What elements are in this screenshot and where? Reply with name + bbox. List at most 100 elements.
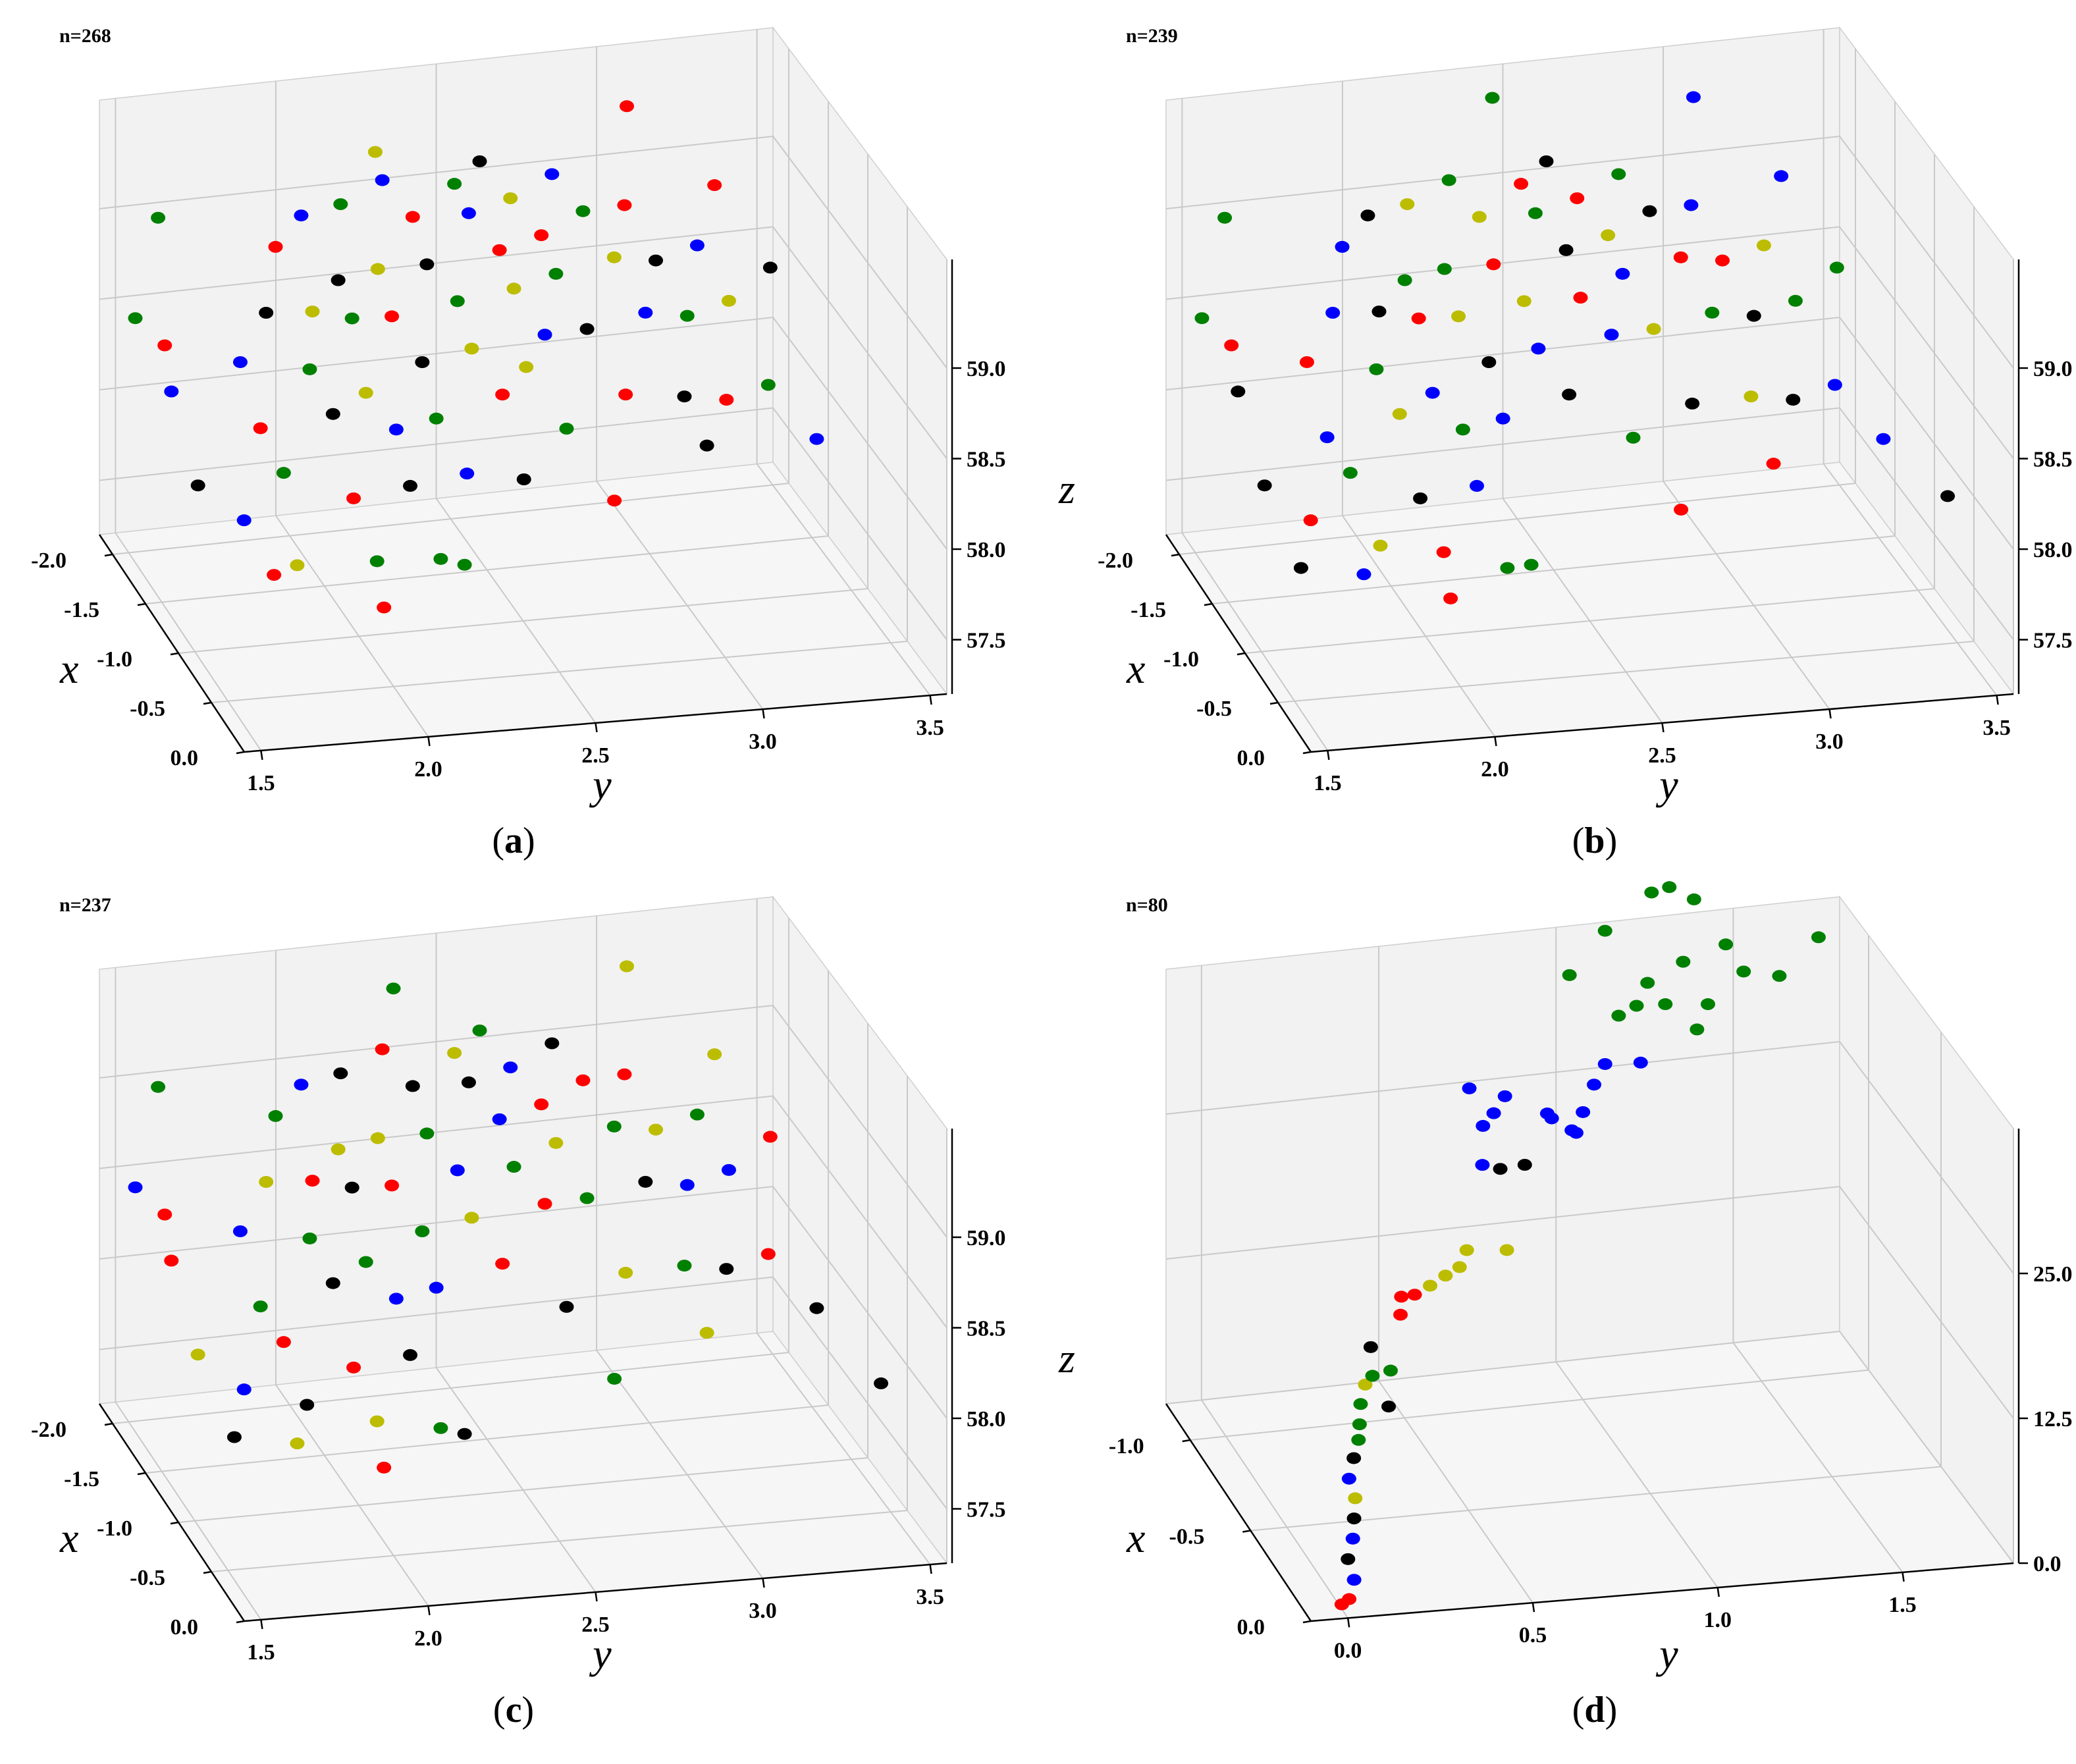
- data-point: [677, 1260, 692, 1272]
- grid-line: [99, 1005, 774, 1079]
- panel-b-caption: (b): [1529, 820, 1661, 862]
- data-point: [1772, 970, 1787, 982]
- data-point: [1475, 1159, 1490, 1171]
- data-point: [707, 179, 722, 192]
- y-tick-mark: [1717, 1587, 1720, 1597]
- data-point: [1438, 1270, 1453, 1282]
- data-point: [1676, 955, 1691, 968]
- data-point: [450, 295, 465, 307]
- y-tick-mark: [929, 1564, 932, 1574]
- grid-line: [756, 464, 931, 696]
- data-point: [276, 1336, 291, 1349]
- data-point: [460, 468, 475, 480]
- caption-open: (: [492, 820, 504, 861]
- data-point: [537, 1198, 552, 1210]
- data-point: [385, 1179, 400, 1192]
- data-point: [1562, 388, 1577, 401]
- data-point: [268, 1109, 283, 1122]
- data-point: [1495, 412, 1510, 425]
- x-axis-line: [98, 1403, 246, 1622]
- data-point: [1531, 342, 1546, 355]
- data-point: [472, 1025, 487, 1036]
- data-point: [333, 1067, 348, 1080]
- panel-d-caption: (d): [1529, 1689, 1661, 1731]
- data-point: [447, 1047, 462, 1059]
- data-point: [760, 1248, 776, 1260]
- y-tick-mark: [427, 736, 431, 747]
- data-point: [1576, 1106, 1591, 1118]
- data-point: [1371, 306, 1387, 318]
- panel-a: -2.0 -1.5 -1.0 -0.5 0.0 1.5 2.0 2.5 3.0 3.5 57.5 58…: [20, 13, 1075, 823]
- data-point: [1544, 1112, 1559, 1125]
- data-point: [607, 1372, 622, 1385]
- x-axis-label: x: [1126, 645, 1145, 692]
- data-point: [461, 1076, 476, 1088]
- caption-letter: a: [504, 820, 523, 861]
- data-point: [457, 1428, 472, 1440]
- data-point: [1343, 467, 1358, 479]
- data-point: [619, 100, 634, 113]
- data-point: [388, 1293, 404, 1305]
- data-point: [1470, 479, 1484, 492]
- y-tick-label: 2.0: [414, 757, 442, 782]
- x-tick-label: -1.5: [64, 1467, 99, 1491]
- y-tick-label: 0.5: [1519, 1623, 1547, 1647]
- y-tick-mark: [1346, 1618, 1350, 1628]
- y-tick-mark: [762, 1578, 765, 1588]
- data-point: [721, 1163, 736, 1176]
- grid-line: [1165, 136, 1840, 209]
- x-tick-label: -1.0: [1163, 647, 1199, 672]
- grid-line: [99, 136, 774, 209]
- data-point: [1443, 592, 1458, 604]
- x-tick-label: -2.0: [1098, 548, 1133, 573]
- x-axis-label: x: [1126, 1514, 1145, 1561]
- data-point: [1829, 261, 1844, 274]
- data-point: [1299, 356, 1314, 368]
- grid-line: [112, 483, 789, 555]
- data-point: [1597, 1057, 1612, 1070]
- grid-line: [596, 481, 764, 710]
- y-tick-mark: [929, 695, 932, 705]
- data-point: [1611, 1009, 1626, 1022]
- z-tick-label: 58.0: [2033, 538, 2073, 562]
- x-tick-mark: [104, 1422, 113, 1426]
- grid-line: [756, 1333, 931, 1565]
- data-point: [1224, 339, 1239, 352]
- data-point: [1662, 881, 1677, 894]
- data-point: [606, 1120, 622, 1133]
- data-point: [415, 1225, 430, 1237]
- data-point: [1626, 431, 1641, 444]
- data-point: [760, 379, 776, 391]
- data-point: [1353, 1398, 1368, 1410]
- data-point: [1705, 306, 1720, 319]
- data-point: [405, 211, 420, 223]
- data-point: [699, 1327, 714, 1339]
- grid-line: [1839, 1041, 2014, 1274]
- data-point: [618, 388, 633, 401]
- data-point: [1736, 965, 1751, 978]
- data-point: [492, 244, 507, 256]
- y-tick-label: 1.5: [1888, 1593, 1917, 1617]
- x-tick-label: -0.5: [1169, 1525, 1205, 1549]
- data-point: [294, 1079, 309, 1091]
- z-tick-label: 58.5: [967, 448, 1006, 472]
- z-tick-label: 58.0: [967, 1407, 1006, 1431]
- grid-line: [1165, 1331, 1840, 1404]
- x-tick-label: -1.0: [97, 647, 132, 672]
- data-point: [1486, 258, 1501, 271]
- data-point: [290, 559, 305, 572]
- data-point: [1629, 1000, 1644, 1012]
- data-point: [1876, 433, 1891, 445]
- data-point: [403, 1349, 417, 1361]
- data-point: [429, 1281, 444, 1294]
- x-tick-label: -1.5: [1131, 598, 1166, 622]
- axes-box: [98, 26, 953, 753]
- grid-line: [1342, 515, 1496, 737]
- grid-line: [99, 226, 774, 300]
- z-tick-label: 59.0: [967, 1226, 1006, 1250]
- data-point: [548, 267, 564, 280]
- data-point: [638, 306, 653, 319]
- data-point: [190, 1349, 205, 1361]
- data-point: [1674, 503, 1689, 516]
